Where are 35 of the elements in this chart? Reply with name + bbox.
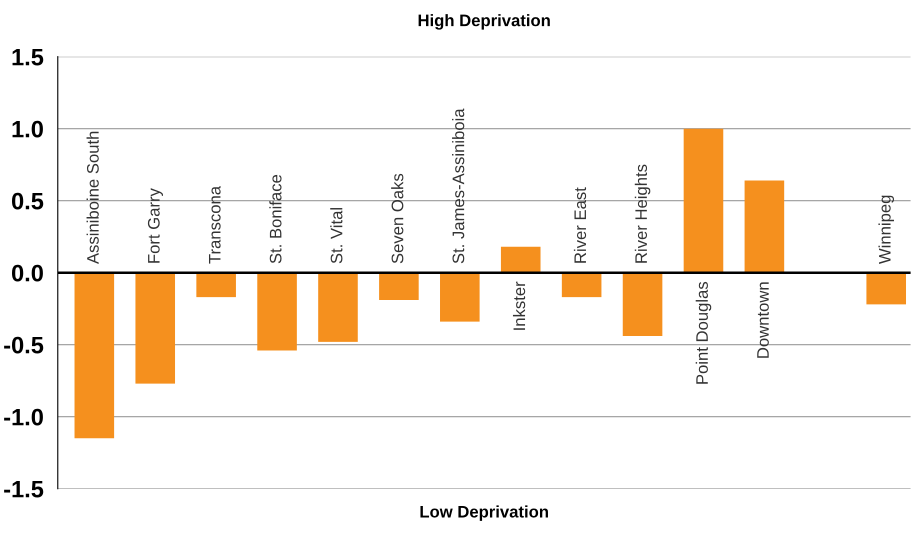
- y-tick-label: -1.0: [4, 408, 43, 426]
- bar: [379, 272, 419, 300]
- y-tick-label: 0.0: [12, 264, 43, 282]
- bar: [500, 246, 541, 273]
- bar: [562, 272, 602, 298]
- bar: [196, 272, 236, 298]
- x-tick-label: Inkster: [512, 282, 526, 330]
- x-tick-label: St. Boniface: [269, 174, 282, 264]
- bar: [744, 180, 784, 273]
- bar: [257, 272, 297, 350]
- bar: [440, 272, 480, 322]
- bar: [135, 272, 176, 384]
- bar: [318, 272, 358, 342]
- y-tick-label: 1.0: [12, 120, 43, 138]
- x-tick-label: Downtown: [757, 282, 769, 358]
- bar: [74, 272, 114, 438]
- y-tick-label: 0.5: [12, 192, 44, 210]
- x-tick-label: Winnipeg: [878, 196, 894, 264]
- y-tick-label: 1.5: [12, 49, 44, 66]
- x-tick-label: Point Douglas: [696, 282, 712, 384]
- x-tick-label: River Heights: [634, 164, 650, 263]
- x-axis-title: Low Deprivation: [420, 505, 548, 521]
- x-tick-label: River East: [574, 187, 586, 263]
- y-tick-label: -0.5: [4, 336, 44, 354]
- x-tick-label: Transcona: [208, 186, 221, 264]
- x-tick-label: St. Vital: [330, 208, 342, 264]
- x-tick-label: St. James-Assiniboia: [452, 108, 464, 264]
- bar: [866, 272, 906, 304]
- x-tick-label: Assiniboine South: [86, 132, 99, 264]
- bar: [684, 128, 724, 273]
- chart-title: High Deprivation: [418, 14, 550, 30]
- y-tick-label: -1.5: [4, 481, 44, 498]
- x-tick-label: Seven Oaks: [391, 174, 404, 264]
- x-tick-label: Fort Garry: [148, 188, 164, 263]
- bar: [622, 272, 662, 336]
